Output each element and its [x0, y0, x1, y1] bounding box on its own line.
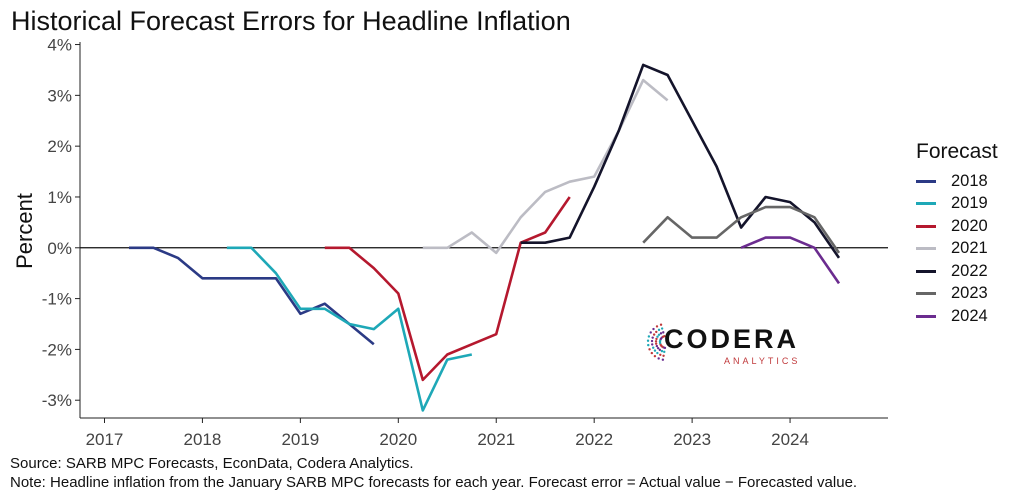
legend-swatch — [916, 269, 936, 273]
y-tick-label: 1% — [47, 188, 72, 207]
x-tick-label: 2017 — [86, 430, 124, 449]
y-tick-label: 3% — [47, 86, 72, 105]
x-tick-label: 2020 — [379, 430, 417, 449]
logo-dot — [656, 335, 659, 338]
legend-label: 2020 — [951, 216, 988, 235]
logo-dot — [650, 339, 654, 343]
x-tick-label: 2023 — [673, 430, 711, 449]
series-line-2023 — [642, 205, 841, 254]
logo-dot — [658, 348, 662, 352]
logo-dot — [663, 335, 666, 338]
logo-dot — [648, 348, 651, 351]
logo-dot — [659, 332, 663, 335]
logo-mark-icon — [646, 323, 667, 361]
legend-swatch — [916, 224, 936, 228]
logo-subtitle: ANALYTICS — [724, 356, 801, 366]
legend-item-2018: 2018 — [916, 170, 998, 193]
axes: -3% -2% -1% 0% 1% 2% 3% 4% 2017 2018 2019 2020 2021 2… — [42, 36, 888, 449]
series-line-2024 — [740, 236, 841, 285]
logo-dot — [655, 325, 659, 328]
x-tick-label: 2021 — [477, 430, 515, 449]
logo-dot — [663, 350, 666, 354]
legend-title: Forecast — [916, 140, 998, 163]
logo-dot — [651, 336, 654, 339]
logo-dot — [662, 354, 665, 357]
legend-swatch — [916, 314, 936, 318]
footnote: Note: Headline inflation from the Januar… — [10, 474, 858, 491]
logo-dot — [654, 340, 658, 343]
legend: Forecast 2018 2019 2020 2021 2022 2023 2024 — [916, 140, 998, 328]
legend-label: 2021 — [951, 239, 988, 258]
legend-swatch — [916, 202, 936, 206]
logo-dot — [655, 344, 659, 348]
codera-logo: CODERA ANALYTICS — [646, 320, 812, 370]
logo-dot — [662, 331, 665, 334]
logo-dot — [654, 342, 658, 345]
logo-dot — [652, 327, 655, 331]
y-tick-label: -3% — [42, 391, 72, 410]
logo-dot — [657, 328, 661, 332]
legend-item-2020: 2020 — [916, 215, 998, 238]
logo-dot — [649, 331, 652, 334]
logo-dot — [656, 351, 659, 355]
logo-dot — [650, 351, 654, 355]
legend-label: 2018 — [951, 171, 988, 190]
series-line-2022 — [520, 63, 841, 259]
logo-dot — [655, 330, 658, 334]
legend-item-2019: 2019 — [916, 193, 998, 216]
legend-label: 2019 — [951, 194, 988, 213]
legend-item-2021: 2021 — [916, 238, 998, 261]
legend-item-2024: 2024 — [916, 305, 998, 328]
legend-label: 2022 — [951, 261, 988, 280]
x-tick-label: 2024 — [771, 430, 809, 449]
logo-dot — [661, 358, 665, 361]
logo-dot — [656, 346, 660, 350]
legend-item-2022: 2022 — [916, 260, 998, 283]
series-line-2021 — [422, 78, 669, 255]
y-tick-label: -1% — [42, 290, 72, 309]
legend-label: 2024 — [951, 306, 988, 325]
logo-dot — [657, 333, 661, 337]
y-axis-label: Percent — [12, 193, 37, 269]
logo-dot — [660, 349, 664, 353]
y-tick-label: -2% — [42, 340, 72, 359]
legend-swatch — [916, 292, 936, 296]
source-note: Source: SARB MPC Forecasts, EconData, Co… — [10, 455, 414, 472]
x-tick-label: 2019 — [281, 430, 319, 449]
logo-dot — [659, 353, 662, 356]
logo-dot — [655, 337, 658, 341]
logo-wordmark: CODERA — [664, 324, 800, 354]
y-tick-label: 4% — [47, 36, 72, 55]
legend-swatch — [916, 179, 936, 183]
chart-title: Historical Forecast Errors for Headline … — [11, 6, 571, 36]
logo-dot — [652, 346, 655, 349]
logo-dot — [646, 339, 650, 342]
series-layer — [129, 63, 841, 412]
y-tick-label: 2% — [47, 137, 72, 156]
x-tick-label: 2018 — [184, 430, 222, 449]
y-tick-label: 0% — [47, 239, 72, 258]
logo-dot — [660, 327, 664, 330]
logo-dot — [653, 349, 657, 352]
legend-label: 2023 — [951, 284, 988, 303]
logo-dot — [647, 343, 650, 347]
legend-swatch — [916, 247, 936, 251]
logo-dot — [651, 343, 654, 346]
logo-dot — [659, 323, 663, 326]
logo-dot — [647, 335, 651, 338]
logo-dot — [652, 333, 656, 336]
x-tick-label: 2022 — [575, 430, 613, 449]
logo-dot — [653, 354, 657, 358]
series-line-2020 — [324, 196, 571, 382]
series-line-2018 — [129, 246, 375, 346]
logo-dot — [657, 357, 660, 360]
legend-item-2023: 2023 — [916, 283, 998, 306]
series-line-2019 — [226, 246, 473, 412]
